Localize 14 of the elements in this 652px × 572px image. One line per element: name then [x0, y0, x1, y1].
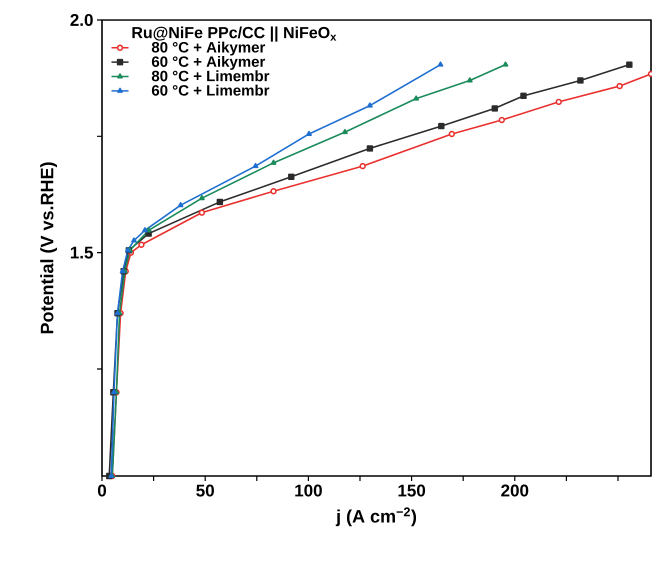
x-tick-label: 150 — [398, 484, 426, 497]
legend-label: 80 °C + Limembr — [152, 70, 270, 82]
x-tick-label: 50 — [196, 484, 214, 497]
y-tick-label: 1.5 — [70, 246, 93, 259]
x-tick-label: 100 — [295, 484, 322, 497]
x-tick-label: 0 — [98, 484, 106, 497]
legend-title: Ru@NiFe PPc/CC || NiFeO$_{x}$ — [132, 26, 336, 42]
x-axis-title: j (A cm$^{−2}$) — [336, 507, 416, 526]
y-tick-label: 2.0 — [70, 14, 93, 26]
legend-label: 80 °C + Aikymer — [152, 42, 266, 56]
x-tick-label: 200 — [501, 484, 528, 497]
legend-label: 60 °C + Limembr — [152, 84, 270, 96]
y-axis-title: Potential (V vs.RHE) — [40, 162, 57, 334]
legend-label: 60 °C + Aikymer — [152, 56, 266, 70]
